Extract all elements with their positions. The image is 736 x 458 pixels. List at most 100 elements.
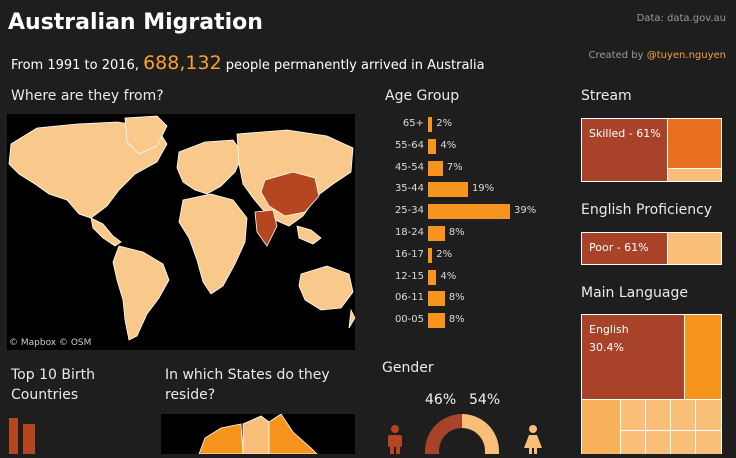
gender-donut-male	[425, 414, 462, 454]
summary-post: people permanently arrived in Australia	[221, 58, 485, 73]
states-title-line2: reside?	[165, 387, 216, 403]
state-qld	[268, 413, 318, 455]
map-region-se-asia	[296, 225, 322, 245]
creator-handle-link[interactable]: @tuyen.nguyen	[646, 50, 726, 61]
map-section-title: Where are they from?	[11, 88, 164, 104]
total-arrivals: 688,132	[143, 52, 222, 74]
age-row-00-05[interactable]: 00-05 8%	[383, 312, 553, 330]
world-map[interactable]	[7, 114, 355, 350]
map-region-central-america	[90, 217, 122, 247]
age-row-35-44[interactable]: 35-44 19%	[383, 181, 553, 199]
english-tile-poor[interactable]: Poor - 61%	[582, 233, 667, 264]
age-row-06-11[interactable]: 06-11 8%	[383, 290, 553, 308]
language-tile-6[interactable]	[671, 400, 695, 430]
stream-title: Stream	[581, 88, 632, 104]
age-value: 2%	[436, 118, 453, 129]
age-label: 16-17	[394, 248, 424, 260]
age-bar[interactable]	[428, 313, 445, 329]
map-region-australia	[298, 265, 354, 311]
age-label: 00-05	[394, 314, 424, 326]
age-value: 4%	[440, 139, 457, 151]
language-tile-10[interactable]	[671, 431, 695, 454]
language-tile-9[interactable]	[646, 431, 670, 454]
age-bar[interactable]	[428, 226, 445, 241]
age-section-title: Age Group	[385, 88, 460, 104]
language-tile-7[interactable]	[696, 400, 721, 430]
creator-prefix: Created by	[588, 50, 647, 61]
age-row-12-15[interactable]: 12-15 4%	[383, 269, 553, 287]
map-region-north-america	[8, 121, 168, 219]
age-label: 65+	[402, 118, 424, 129]
male-person-icon	[388, 425, 402, 454]
states-map-svg	[198, 413, 318, 455]
age-bar[interactable]	[428, 204, 510, 220]
stream-treemap[interactable]: Skilled - 61%	[581, 118, 722, 182]
age-row-45-54[interactable]: 45-54 7%	[383, 160, 553, 178]
states-title-line1: In which States do they	[165, 367, 330, 383]
age-row-25-34[interactable]: 25-34 39%	[383, 203, 553, 221]
age-bar[interactable]	[428, 269, 437, 285]
dashboard-title: Australian Migration	[8, 10, 263, 35]
map-region-india	[254, 209, 278, 247]
age-bar[interactable]	[428, 160, 443, 176]
age-row-16-17[interactable]: 16-17 2%	[383, 247, 553, 265]
age-bar[interactable]	[428, 182, 468, 198]
english-poor-label: Poor - 61%	[589, 241, 649, 254]
language-tile-english[interactable]: English 30.4%	[582, 315, 684, 399]
english-treemap[interactable]: Poor - 61%	[581, 232, 722, 265]
state-wa	[198, 423, 244, 455]
english-title: English Proficiency	[581, 202, 713, 218]
age-label: 06-11	[394, 292, 424, 304]
language-english-pct: 30.4%	[589, 341, 624, 354]
age-bar[interactable]	[428, 138, 437, 154]
age-row-18-24[interactable]: 18-24 8%	[383, 225, 553, 243]
gender-donut[interactable]	[423, 412, 501, 454]
birth-title-line2: Countries	[11, 387, 79, 403]
stream-tile-other[interactable]	[668, 169, 721, 181]
age-value: 19%	[471, 183, 495, 195]
age-label: 25-34	[394, 205, 424, 217]
language-tile-11[interactable]	[696, 431, 721, 454]
map-region-greenland	[124, 115, 168, 155]
data-source: Data: data.gov.au	[636, 13, 726, 24]
age-label: 55-64	[394, 139, 424, 151]
language-tile-4[interactable]	[621, 400, 645, 430]
language-english-label: English	[589, 323, 629, 336]
birth-bar-2[interactable]	[23, 424, 35, 454]
age-bar[interactable]	[428, 247, 433, 263]
age-value: 4%	[440, 270, 457, 282]
stream-tile-skilled[interactable]: Skilled - 61%	[582, 119, 667, 181]
language-tile-8[interactable]	[621, 431, 645, 454]
age-bar[interactable]	[428, 291, 445, 307]
language-tile-5[interactable]	[646, 400, 670, 430]
age-value: 8%	[448, 292, 465, 304]
language-title: Main Language	[581, 285, 688, 301]
age-value: 8%	[448, 314, 465, 326]
english-tile-good[interactable]	[668, 233, 721, 264]
gender-title: Gender	[382, 360, 434, 376]
birth-bar-1[interactable]	[9, 418, 18, 454]
age-row-65+[interactable]: 65+ 2%	[383, 116, 553, 134]
creator-credit: Created by @tuyen.nguyen	[589, 50, 726, 61]
language-treemap[interactable]: English 30.4%	[581, 314, 722, 454]
language-tile-3[interactable]	[582, 400, 620, 454]
age-bar[interactable]	[428, 117, 433, 132]
age-label: 45-54	[394, 161, 424, 173]
map-region-south-america	[112, 245, 170, 341]
stream-tile-family[interactable]	[668, 119, 721, 168]
summary-pre: From 1991 to 2016,	[11, 58, 144, 73]
age-row-55-64[interactable]: 55-64 4%	[383, 138, 553, 156]
age-value: 2%	[436, 248, 453, 260]
language-tile-2[interactable]	[685, 315, 721, 399]
states-map[interactable]	[161, 413, 355, 455]
age-label: 18-24	[394, 227, 424, 238]
map-attribution[interactable]: © Mapbox © OSM	[9, 338, 92, 348]
summary-line: From 1991 to 2016, 688,132 people perman…	[11, 52, 485, 74]
gender-donut-female	[462, 414, 499, 454]
gender-male-pct: 46%	[425, 392, 457, 408]
map-region-africa	[178, 193, 248, 295]
age-label: 35-44	[394, 183, 424, 195]
birth-title-line1: Top 10 Birth	[11, 367, 95, 383]
map-region-europe	[176, 139, 244, 195]
age-label: 12-15	[394, 270, 424, 282]
